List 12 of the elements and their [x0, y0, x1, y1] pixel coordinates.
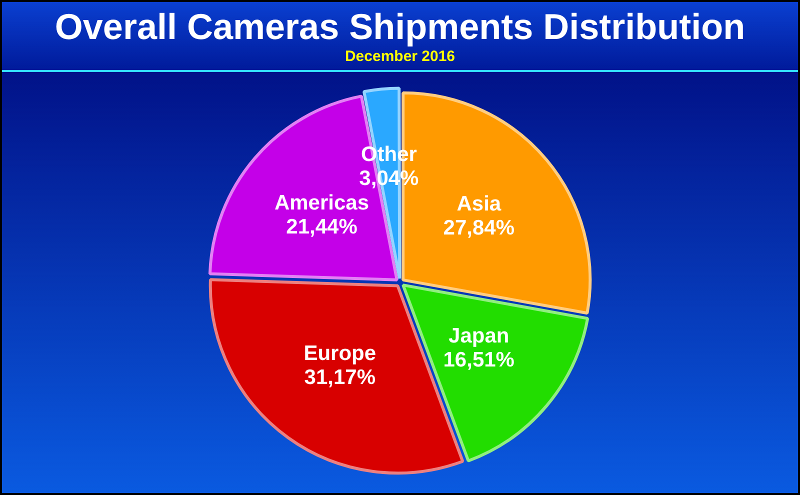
- chart-title: Overall Cameras Shipments Distribution: [54, 6, 746, 48]
- slice-label: Asia: [456, 192, 502, 216]
- data-label: 16,51%: [443, 348, 515, 372]
- slice-label: Europe: [304, 342, 376, 365]
- data-label: 3,04%: [359, 166, 420, 190]
- data-label: 31,17%: [304, 366, 376, 389]
- chart-subtitle: December 2016: [344, 48, 456, 66]
- slice-label: Other: [360, 142, 417, 166]
- slice-label: Americas: [274, 192, 370, 215]
- data-label: 27,84%: [443, 216, 515, 240]
- data-label: 21,44%: [286, 216, 358, 239]
- slice-label: Japan: [448, 324, 510, 348]
